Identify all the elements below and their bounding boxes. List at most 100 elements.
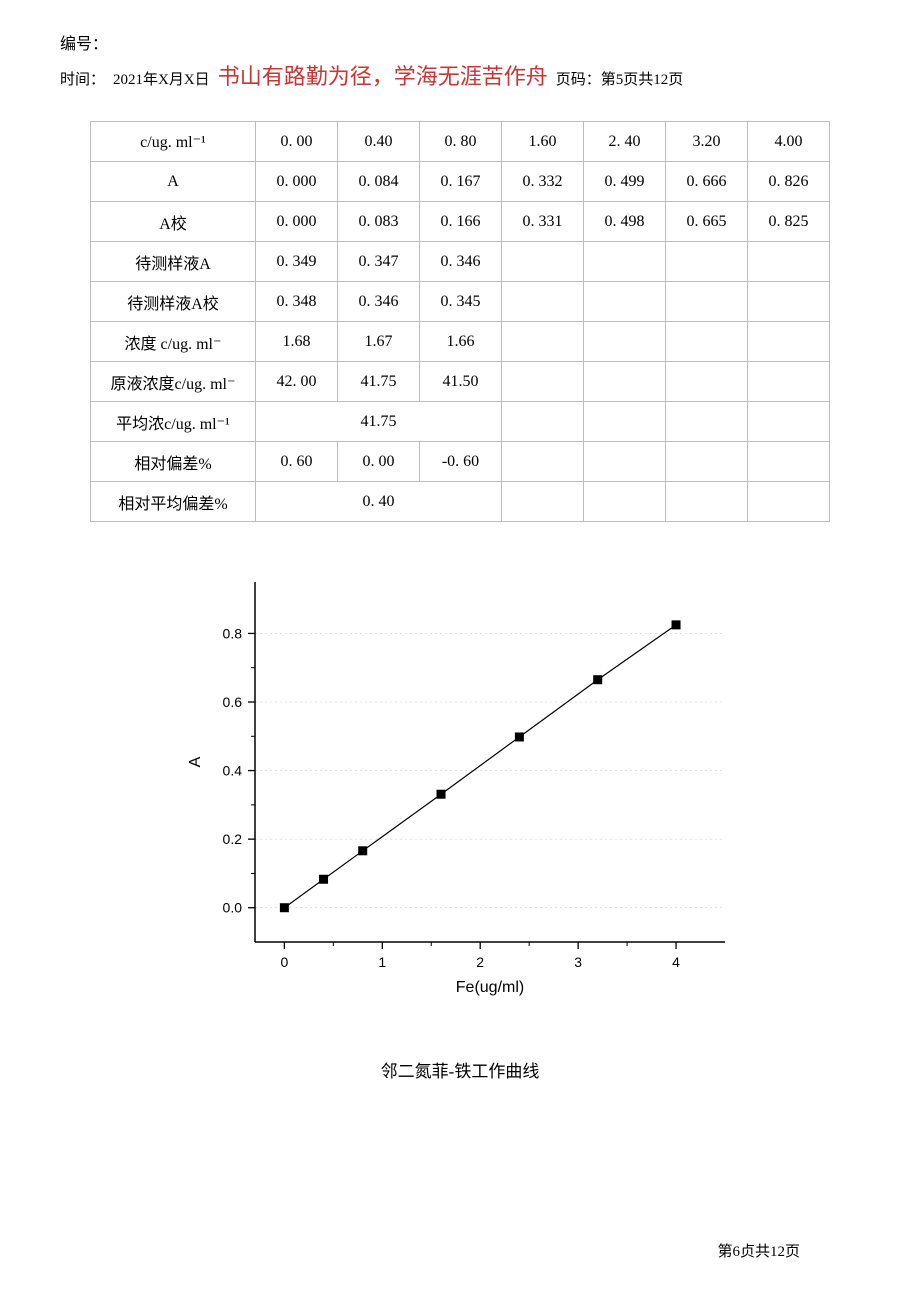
table-cell: 0. 345 xyxy=(420,282,502,322)
table-cell: 1.68 xyxy=(256,322,338,362)
serial-label: 编号： xyxy=(60,30,860,54)
table-cell xyxy=(584,442,666,482)
table-cell xyxy=(748,242,830,282)
table-cell: 0. 166 xyxy=(420,202,502,242)
table-cell xyxy=(584,282,666,322)
table-row: 浓度 c/ug. ml⁻1.681.671.66 xyxy=(91,322,830,362)
svg-text:0.2: 0.2 xyxy=(223,831,243,847)
table-cell xyxy=(502,442,584,482)
svg-text:0.0: 0.0 xyxy=(223,900,243,916)
svg-text:A: A xyxy=(187,756,204,767)
svg-text:4: 4 xyxy=(672,954,680,970)
svg-text:0.6: 0.6 xyxy=(223,694,243,710)
table-row: A校0. 0000. 0830. 1660. 3310. 4980. 6650.… xyxy=(91,202,830,242)
table-cell: 0. 80 xyxy=(420,122,502,162)
svg-text:0: 0 xyxy=(280,954,288,970)
table-cell xyxy=(666,402,748,442)
row-label: A校 xyxy=(91,202,256,242)
table-cell xyxy=(666,322,748,362)
table-cell xyxy=(666,482,748,522)
data-table: c/ug. ml⁻¹0. 000.400. 801.602. 403.204.0… xyxy=(90,121,830,522)
svg-text:0.4: 0.4 xyxy=(223,763,243,779)
table-cell: 0. 331 xyxy=(502,202,584,242)
table-cell xyxy=(666,242,748,282)
table-row: 相对偏差%0. 600. 00-0. 60 xyxy=(91,442,830,482)
table-cell xyxy=(748,282,830,322)
table-cell xyxy=(584,362,666,402)
row-label: 待测样液A xyxy=(91,242,256,282)
table-cell: 0. 498 xyxy=(584,202,666,242)
row-label: 待测样液A校 xyxy=(91,282,256,322)
svg-text:1: 1 xyxy=(378,954,386,970)
table-cell: -0. 60 xyxy=(420,442,502,482)
table-cell: 41.75 xyxy=(256,402,502,442)
table-cell: 0. 000 xyxy=(256,202,338,242)
row-label: A xyxy=(91,162,256,202)
table-cell xyxy=(584,322,666,362)
table-cell xyxy=(502,282,584,322)
table-row: 平均浓c/ug. ml⁻¹41.75 xyxy=(91,402,830,442)
table-cell xyxy=(502,322,584,362)
table-cell xyxy=(748,402,830,442)
table-row: 原液浓度c/ug. ml⁻42. 0041.7541.50 xyxy=(91,362,830,402)
svg-text:3: 3 xyxy=(574,954,582,970)
svg-text:0.8: 0.8 xyxy=(223,625,243,641)
table-cell: 0. 60 xyxy=(256,442,338,482)
chart-caption: 邻二氮菲-铁工作曲线 xyxy=(60,1057,860,1082)
row-label: c/ug. ml⁻¹ xyxy=(91,122,256,162)
table-cell xyxy=(584,242,666,282)
table-cell: 0. 00 xyxy=(256,122,338,162)
table-cell: 0. 826 xyxy=(748,162,830,202)
table-cell: 0. 499 xyxy=(584,162,666,202)
table-cell: 0. 084 xyxy=(338,162,420,202)
page-label: 页码：第5页共12页 xyxy=(556,68,684,89)
table-cell: 0. 665 xyxy=(666,202,748,242)
page: 编号： 时间： 2021年X月X日 书山有路勤为径，学海无涯苦作舟 页码：第5页共… xyxy=(0,0,920,1301)
table-cell: 2. 40 xyxy=(584,122,666,162)
table-row: A0. 0000. 0840. 1670. 3320. 4990. 6660. … xyxy=(91,162,830,202)
table-cell: 0. 666 xyxy=(666,162,748,202)
table-row: c/ug. ml⁻¹0. 000.400. 801.602. 403.204.0… xyxy=(91,122,830,162)
svg-text:2: 2 xyxy=(476,954,484,970)
table-cell: 0. 083 xyxy=(338,202,420,242)
row-label: 原液浓度c/ug. ml⁻ xyxy=(91,362,256,402)
footer-page-number: 第6贞共12页 xyxy=(717,1240,800,1261)
table-cell: 41.50 xyxy=(420,362,502,402)
table-cell: 0. 346 xyxy=(338,282,420,322)
table-cell: 0. 167 xyxy=(420,162,502,202)
table-cell xyxy=(748,362,830,402)
table-cell xyxy=(502,362,584,402)
table-cell: 0. 332 xyxy=(502,162,584,202)
row-label: 相对平均偏差% xyxy=(91,482,256,522)
table-cell: 0. 825 xyxy=(748,202,830,242)
time-label: 时间： xyxy=(60,68,105,89)
chart-wrap: 0 1 2 3 4 0.0 0.2 0.4 0.6 0.8 Fe(ug/ml) A 邻二氮菲-铁工作曲… xyxy=(60,562,860,1082)
time-value: 2021年X月X日 xyxy=(113,68,210,89)
table-cell xyxy=(502,242,584,282)
table-cell: 0. 00 xyxy=(338,442,420,482)
table-cell: 1.67 xyxy=(338,322,420,362)
table-row: 待测样液A0. 3490. 3470. 346 xyxy=(91,242,830,282)
table-row: 相对平均偏差%0. 40 xyxy=(91,482,830,522)
row-label: 平均浓c/ug. ml⁻¹ xyxy=(91,402,256,442)
table-cell: 3.20 xyxy=(666,122,748,162)
table-cell xyxy=(748,482,830,522)
header-line: 时间： 2021年X月X日 书山有路勤为径，学海无涯苦作舟 页码：第5页共12页 xyxy=(60,59,860,91)
table-cell xyxy=(666,282,748,322)
calibration-chart: 0 1 2 3 4 0.0 0.2 0.4 0.6 0.8 Fe(ug/ml) A xyxy=(175,562,745,1012)
header-motto: 书山有路勤为径，学海无涯苦作舟 xyxy=(218,59,548,91)
table-cell: 1.66 xyxy=(420,322,502,362)
table-cell xyxy=(748,322,830,362)
table-cell: 1.60 xyxy=(502,122,584,162)
table-cell xyxy=(584,402,666,442)
table-cell: 0. 40 xyxy=(256,482,502,522)
table-cell: 0. 346 xyxy=(420,242,502,282)
table-cell xyxy=(748,442,830,482)
table-cell xyxy=(666,442,748,482)
table-cell xyxy=(502,402,584,442)
svg-text:Fe(ug/ml): Fe(ug/ml) xyxy=(456,979,524,996)
table-cell: 0.40 xyxy=(338,122,420,162)
table-cell: 41.75 xyxy=(338,362,420,402)
row-label: 相对偏差% xyxy=(91,442,256,482)
table-cell: 0. 348 xyxy=(256,282,338,322)
